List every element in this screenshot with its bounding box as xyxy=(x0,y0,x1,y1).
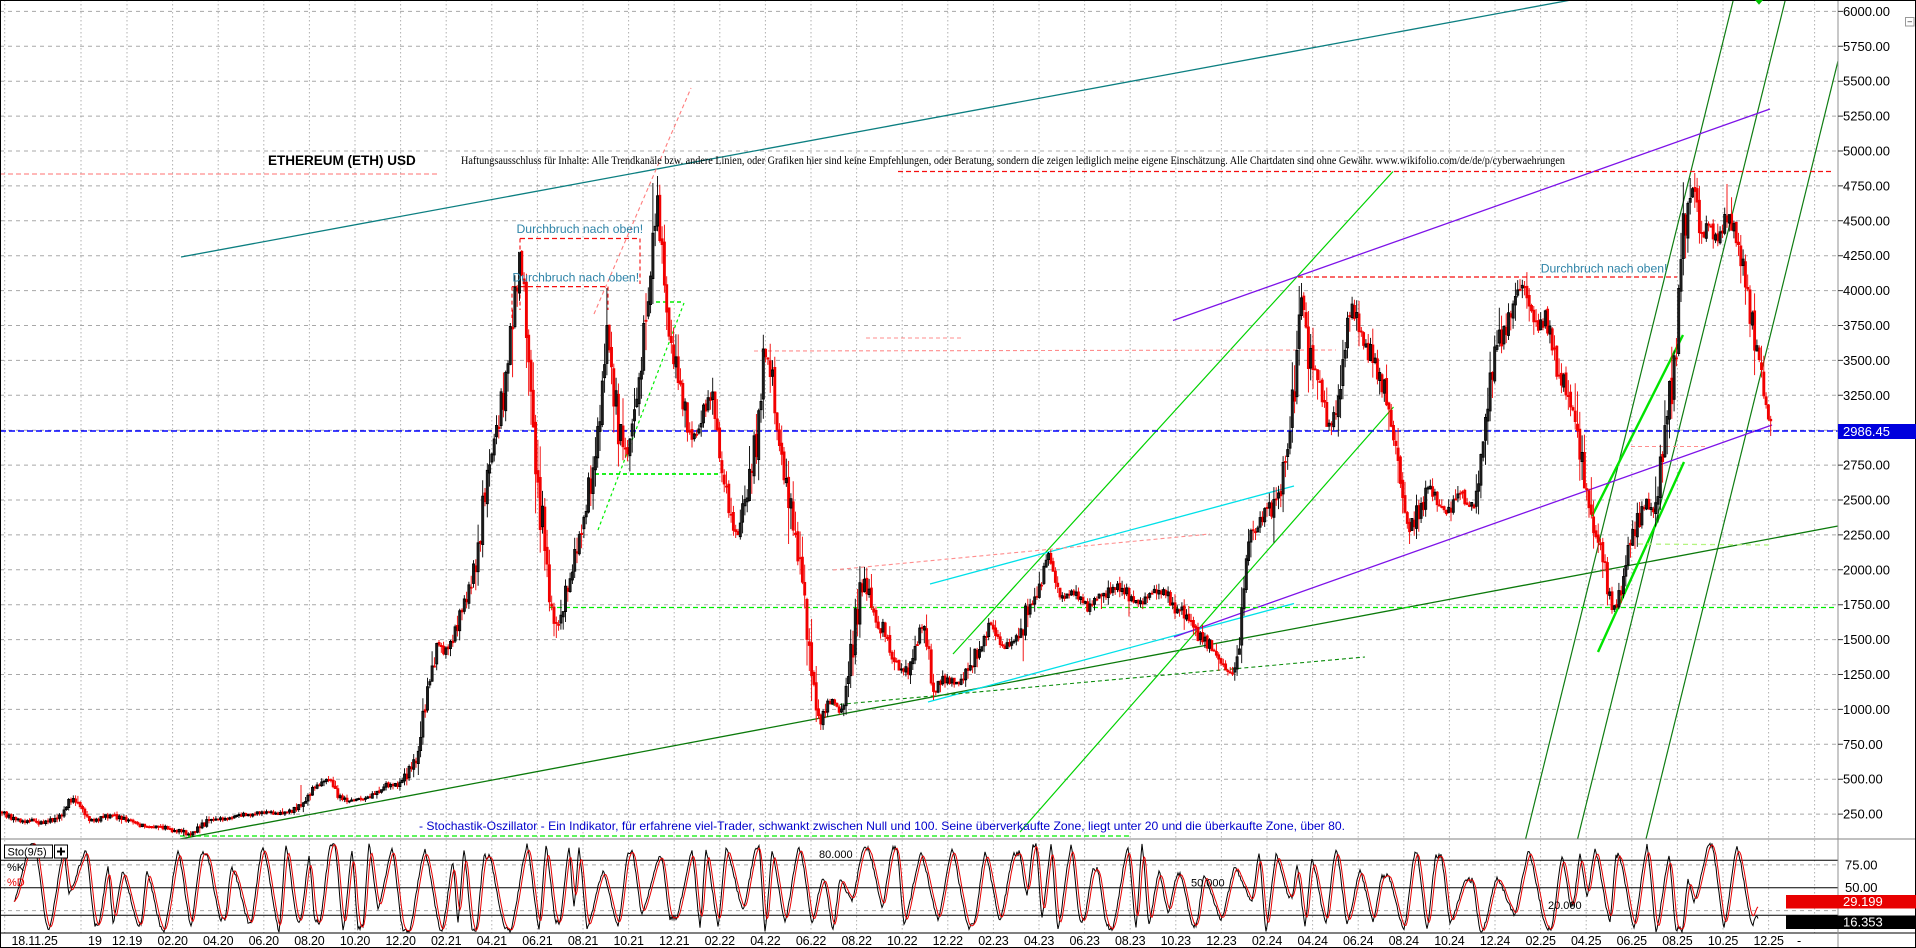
svg-text:4250.00: 4250.00 xyxy=(1843,248,1890,263)
svg-text:3500.00: 3500.00 xyxy=(1843,353,1890,368)
svg-text:1000.00: 1000.00 xyxy=(1843,702,1890,717)
svg-text:%D: %D xyxy=(7,877,25,889)
svg-text:3750.00: 3750.00 xyxy=(1843,318,1890,333)
svg-text:2250.00: 2250.00 xyxy=(1843,527,1890,542)
svg-text:1250.00: 1250.00 xyxy=(1843,667,1890,682)
svg-text:Sto(9/5): Sto(9/5) xyxy=(8,847,47,859)
svg-text:Durchbruch nach oben!: Durchbruch nach oben! xyxy=(517,222,644,236)
svg-text:02.24: 02.24 xyxy=(1252,934,1283,948)
svg-text:1750.00: 1750.00 xyxy=(1843,597,1890,612)
svg-text:10.20: 10.20 xyxy=(340,934,371,948)
svg-text:4750.00: 4750.00 xyxy=(1843,178,1890,193)
svg-text:02.20: 02.20 xyxy=(157,934,188,948)
svg-text:750.00: 750.00 xyxy=(1843,737,1883,752)
svg-text:02.25: 02.25 xyxy=(1525,934,1556,948)
svg-text:12.19: 12.19 xyxy=(112,934,143,948)
svg-text:06.23: 06.23 xyxy=(1069,934,1100,948)
svg-text:08.20: 08.20 xyxy=(294,934,325,948)
svg-text:08.24: 08.24 xyxy=(1389,934,1420,948)
svg-text:2000.00: 2000.00 xyxy=(1843,562,1890,577)
svg-text:- Stochastik-Oszillator - Ein: - Stochastik-Oszillator - Ein Indikator,… xyxy=(419,819,1345,833)
svg-text:50.00: 50.00 xyxy=(1845,880,1878,895)
svg-text:500.00: 500.00 xyxy=(1843,772,1883,787)
svg-text:Durchbruch nach oben!: Durchbruch nach oben! xyxy=(1541,261,1668,275)
svg-text:06.22: 06.22 xyxy=(796,934,827,948)
svg-text:10.24: 10.24 xyxy=(1434,934,1465,948)
svg-text:29.199: 29.199 xyxy=(1843,894,1883,909)
svg-text:12.22: 12.22 xyxy=(933,934,964,948)
svg-text:02.21: 02.21 xyxy=(431,934,462,948)
svg-text:19: 19 xyxy=(88,934,102,948)
svg-text:10.23: 10.23 xyxy=(1161,934,1192,948)
svg-text:08.21: 08.21 xyxy=(568,934,599,948)
svg-text:04.23: 04.23 xyxy=(1024,934,1055,948)
svg-text:10.25: 10.25 xyxy=(1708,934,1739,948)
svg-text:5500.00: 5500.00 xyxy=(1843,74,1890,89)
svg-text:3250.00: 3250.00 xyxy=(1843,388,1890,403)
svg-text:06.24: 06.24 xyxy=(1343,934,1374,948)
svg-text:06.25: 06.25 xyxy=(1617,934,1648,948)
svg-text:08.22: 08.22 xyxy=(841,934,872,948)
svg-text:75.00: 75.00 xyxy=(1845,857,1878,872)
svg-text:Durchbruch nach oben!: Durchbruch nach oben! xyxy=(512,271,639,285)
svg-text:04.25: 04.25 xyxy=(1571,934,1602,948)
svg-text:12.23: 12.23 xyxy=(1206,934,1237,948)
svg-text:20.000: 20.000 xyxy=(1548,900,1582,912)
svg-text:12.25: 12.25 xyxy=(1753,934,1784,948)
svg-text:02.23: 02.23 xyxy=(978,934,1009,948)
svg-text:12.20: 12.20 xyxy=(385,934,416,948)
svg-text:6000.00: 6000.00 xyxy=(1843,4,1890,19)
svg-text:08.23: 08.23 xyxy=(1115,934,1146,948)
svg-text:80.000: 80.000 xyxy=(819,849,853,861)
svg-text:5000.00: 5000.00 xyxy=(1843,144,1890,159)
svg-text:-: - xyxy=(1797,934,1801,948)
svg-text:04.22: 04.22 xyxy=(750,934,781,948)
svg-text:18.11.25: 18.11.25 xyxy=(12,934,58,948)
svg-text:250.00: 250.00 xyxy=(1843,807,1883,822)
svg-text:Haftungsausschluss für Inhalte: Haftungsausschluss für Inhalte: Alle Tre… xyxy=(461,155,1565,167)
svg-text:1500.00: 1500.00 xyxy=(1843,632,1890,647)
svg-text:16.353: 16.353 xyxy=(1843,915,1883,930)
svg-text:02.22: 02.22 xyxy=(705,934,736,948)
svg-text:4000.00: 4000.00 xyxy=(1843,283,1890,298)
svg-text:50.000: 50.000 xyxy=(1191,878,1225,890)
svg-text:04.24: 04.24 xyxy=(1297,934,1328,948)
svg-text:04.21: 04.21 xyxy=(477,934,508,948)
svg-text:ETHEREUM (ETH) USD: ETHEREUM (ETH) USD xyxy=(268,153,416,168)
svg-text:12.21: 12.21 xyxy=(659,934,690,948)
svg-text:%K: %K xyxy=(7,862,25,874)
svg-text:08.25: 08.25 xyxy=(1662,934,1693,948)
svg-text:4500.00: 4500.00 xyxy=(1843,213,1890,228)
svg-text:2986.45: 2986.45 xyxy=(1843,424,1890,439)
svg-text:10.21: 10.21 xyxy=(613,934,644,948)
svg-text:10.22: 10.22 xyxy=(887,934,918,948)
svg-text:04.20: 04.20 xyxy=(203,934,234,948)
svg-text:2750.00: 2750.00 xyxy=(1843,458,1890,473)
svg-text:12.24: 12.24 xyxy=(1480,934,1511,948)
svg-text:5750.00: 5750.00 xyxy=(1843,39,1890,54)
svg-text:5250.00: 5250.00 xyxy=(1843,109,1890,124)
svg-text:06.20: 06.20 xyxy=(249,934,280,948)
svg-text:2500.00: 2500.00 xyxy=(1843,493,1890,508)
svg-text:06.21: 06.21 xyxy=(522,934,553,948)
